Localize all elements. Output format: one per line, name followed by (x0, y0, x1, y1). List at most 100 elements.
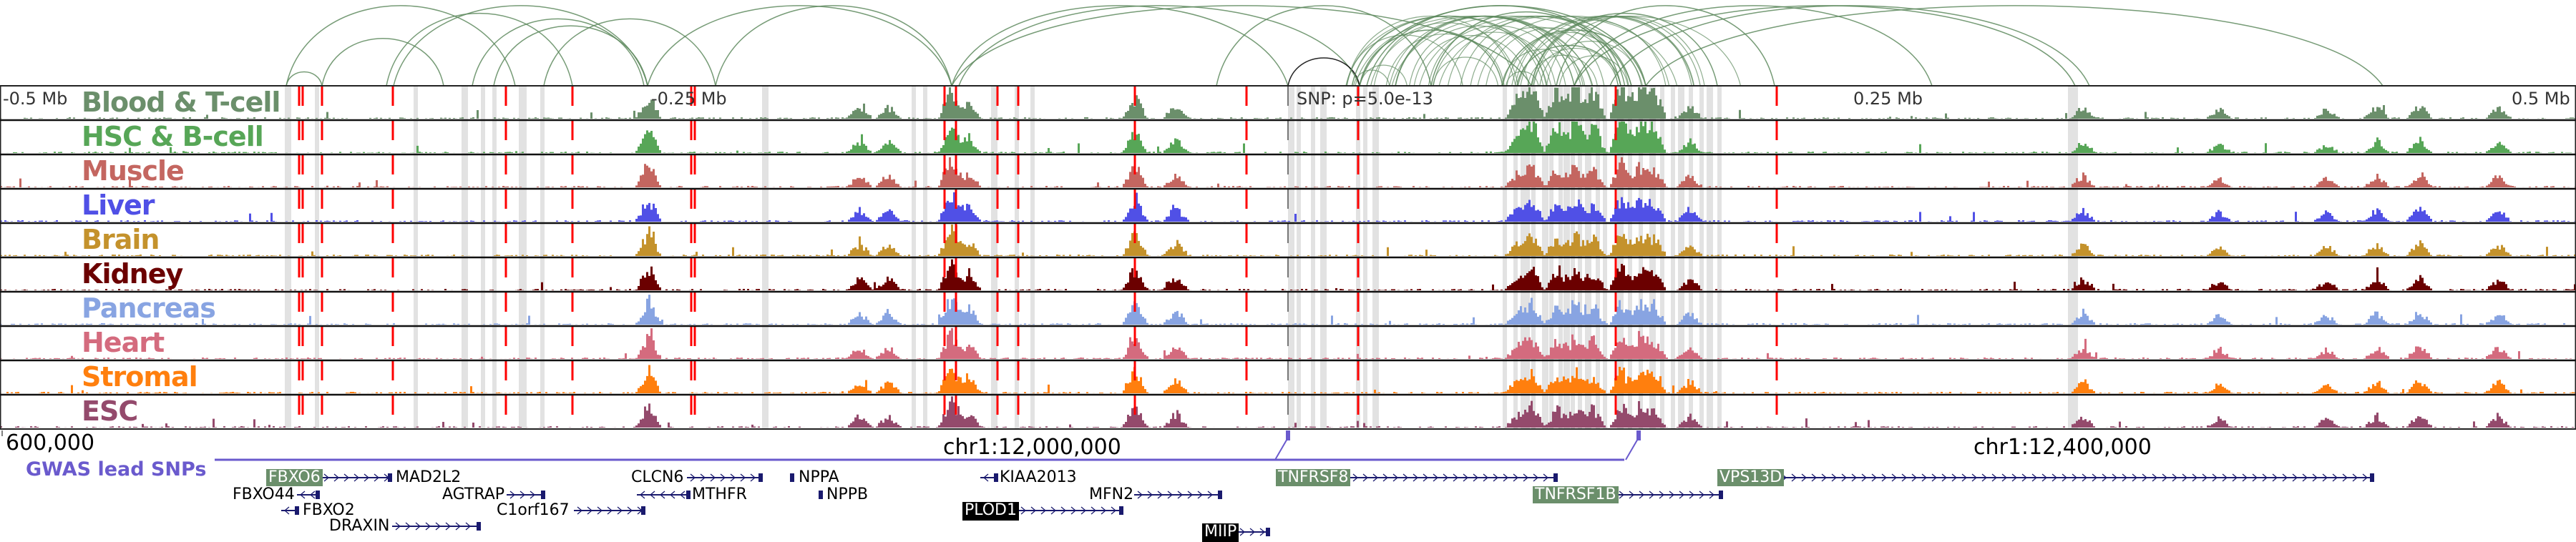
strand-arrow (2112, 473, 2118, 482)
strand-arrow (1177, 491, 1184, 499)
signal-brain (0, 225, 2576, 256)
strand-arrow (1070, 506, 1077, 515)
gene-label-c1orf167[interactable]: C1orf167 (497, 501, 570, 519)
strand-arrow (353, 473, 360, 482)
strand-arrow (1891, 473, 1898, 482)
strand-arrow (1991, 473, 1998, 482)
strand-arrow (2202, 473, 2208, 482)
strand-arrow (1197, 491, 1204, 499)
loop-arc (1413, 34, 1530, 87)
strand-arrow (2212, 473, 2218, 482)
strand-arrow (1841, 473, 1848, 482)
strand-arrow (1679, 491, 1685, 499)
strand-arrow (299, 491, 306, 499)
chromatin-loop-arcs (286, 5, 2384, 87)
gene-label-agtrap[interactable]: AGTRAP (442, 486, 505, 503)
gene-label-kiaa2013[interactable]: KIAA2013 (1000, 468, 1077, 486)
strand-arrow (2152, 473, 2158, 482)
strand-arrow (1147, 491, 1153, 499)
gene-label-vps13d[interactable]: VPS13D (1717, 469, 1785, 486)
gene-label-nppa[interactable]: NPPA (799, 468, 839, 486)
exon (295, 506, 299, 515)
strand-arrow (1669, 491, 1675, 499)
strand-arrow (1941, 473, 1948, 482)
gene-label-clcn6[interactable]: CLCN6 (631, 468, 684, 486)
strand-arrow (2242, 473, 2248, 482)
gene-label-fbxo6[interactable]: FBXO6 (266, 469, 323, 486)
strand-arrow (730, 473, 736, 482)
strand-arrow (1931, 473, 1938, 482)
strand-arrow (2041, 473, 2048, 482)
axis-label-left: -0.5 Mb (3, 89, 68, 109)
gene-label-plod1[interactable]: PLOD1 (962, 502, 1019, 521)
gene-label-miip[interactable]: MIIP (1202, 523, 1239, 542)
strand-arrow (700, 473, 706, 482)
gene-label-tnfrsf1b[interactable]: TNFRSF1B (1533, 486, 1619, 503)
loop-arc (1531, 12, 1718, 87)
loop-arc (1460, 15, 1626, 87)
track-label-blood-t-cell: Blood & T-cell (82, 87, 280, 118)
strand-arrow (445, 522, 452, 531)
strand-arrow (1463, 473, 1469, 482)
strand-arrow (740, 473, 746, 482)
strand-arrow (577, 506, 583, 515)
strand-arrow (2282, 473, 2288, 482)
signal-muscle (0, 157, 2576, 187)
strand-arrow (2332, 473, 2338, 482)
strand-arrow (597, 506, 603, 515)
strand-arrow (1453, 473, 1459, 482)
loop-arc (1485, 27, 1619, 87)
exon (994, 473, 998, 482)
strand-arrow (1871, 473, 1878, 482)
strand-arrow (720, 473, 726, 482)
strand-arrow (1543, 473, 1549, 482)
strand-arrow (690, 473, 696, 482)
strand-arrow (1137, 491, 1143, 499)
strand-arrow (309, 491, 316, 499)
loop-arc (1574, 5, 2076, 87)
loop-arc (472, 18, 645, 87)
strand-arrow (639, 491, 645, 499)
strand-arrow (1659, 491, 1665, 499)
loop-arc (1419, 16, 1644, 87)
gene-label-mthfr[interactable]: MTHFR (692, 486, 747, 503)
strand-arrow (2051, 473, 2058, 482)
strand-arrow (1362, 473, 1369, 482)
strand-arrow (1207, 491, 1214, 499)
strand-arrow (2252, 473, 2258, 482)
strand-arrow (627, 506, 633, 515)
strand-arrow (2001, 473, 2008, 482)
exon (477, 522, 481, 531)
strand-arrow (2322, 473, 2328, 482)
signal-esc (0, 396, 2576, 428)
strand-arrow (1503, 473, 1509, 482)
loop-arc (958, 5, 1360, 87)
loop-arc (1433, 31, 1556, 87)
strand-arrow (455, 522, 462, 531)
loop-arc (1346, 15, 1516, 87)
signal-stromal (0, 365, 2576, 393)
gene-label-mfn2[interactable]: MFN2 (1089, 486, 1134, 503)
exon (790, 473, 794, 482)
gene-label-tnfrsf8[interactable]: TNFRSF8 (1276, 469, 1351, 486)
gene-label-fbxo44[interactable]: FBXO44 (233, 486, 295, 503)
strand-arrow (1433, 473, 1439, 482)
strand-arrow (2122, 473, 2128, 482)
strand-arrow (2031, 473, 2038, 482)
strand-arrow (1523, 473, 1529, 482)
loop-arc (1287, 57, 1360, 87)
gene-label-nppb[interactable]: NPPB (826, 486, 869, 503)
gene-label-fbxo2[interactable]: FBXO2 (303, 501, 355, 519)
strand-arrow (364, 473, 370, 482)
track-label-liver: Liver (82, 189, 155, 221)
snp-pvalue-label: SNP: p=5.0e-13 (1297, 89, 1433, 109)
gwas-snp-marker (1636, 430, 1641, 440)
loop-arc (1517, 16, 1742, 87)
track-label-hsc-b-cell: HSC & B-cell (82, 121, 264, 152)
gene-label-mad2l2[interactable]: MAD2L2 (396, 468, 462, 486)
loop-arc (321, 37, 444, 87)
loop-arc (393, 5, 648, 87)
gene-label-draxin[interactable]: DRAXIN (329, 517, 390, 535)
strand-arrow (1791, 473, 1797, 482)
